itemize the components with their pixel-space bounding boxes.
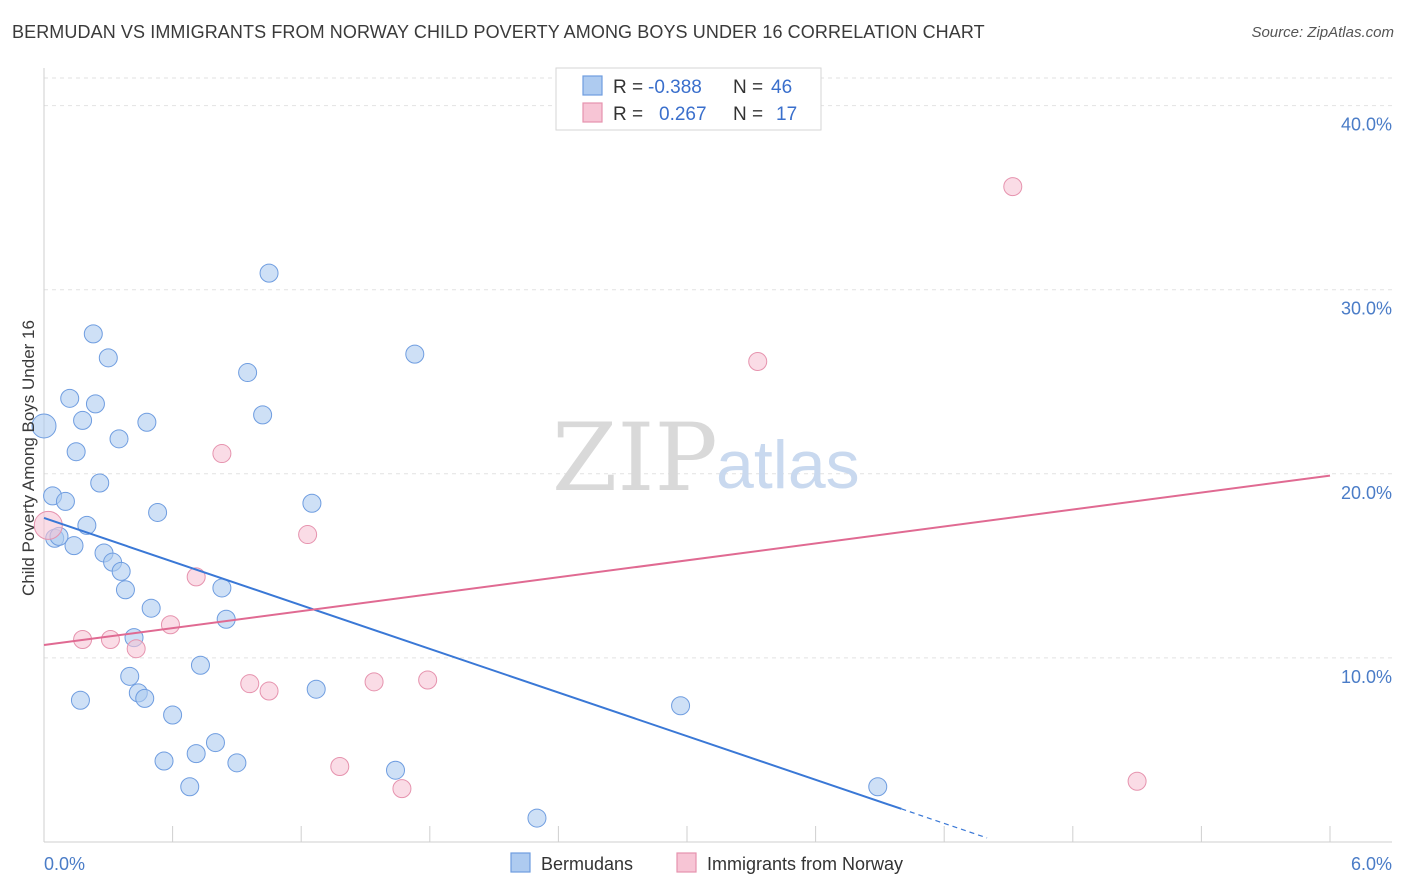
trend-line-bermudans: [43, 517, 902, 810]
data-point: [1127, 771, 1147, 791]
legend-box: R = -0.388 N = 46 R = 0.267 N = 17: [555, 67, 822, 131]
watermark-zip: ZIP: [552, 404, 718, 513]
legend-swatch-bermudans: [582, 75, 603, 96]
data-point: [163, 705, 183, 725]
data-point: [330, 757, 350, 777]
data-point: [148, 502, 168, 522]
data-point: [405, 344, 425, 364]
data-point: [135, 688, 155, 708]
legend-r-value: 0.267: [659, 104, 707, 125]
legend-n-label: N =: [733, 77, 763, 98]
data-point: [98, 348, 118, 368]
data-point: [115, 580, 135, 600]
data-point: [190, 655, 210, 675]
data-point: [253, 405, 273, 425]
data-point: [64, 536, 84, 556]
data-point: [141, 598, 161, 618]
data-point: [126, 639, 146, 659]
data-point: [302, 493, 322, 513]
legend-r-value: -0.388: [648, 77, 702, 98]
y-axis-title: Child Poverty Among Boys Under 16: [19, 320, 38, 596]
data-point: [77, 515, 97, 535]
data-point: [70, 690, 90, 710]
legend-r-label: R =: [613, 77, 643, 98]
bottom-legend-swatch-norway: [676, 852, 697, 873]
trend-line-extension: [901, 808, 988, 839]
y-tick-label: 10.0%: [1341, 667, 1392, 687]
data-point: [90, 473, 110, 493]
data-point: [186, 744, 206, 764]
data-point: [160, 615, 180, 635]
data-point: [386, 760, 406, 780]
data-point: [66, 442, 86, 462]
chart-title: BERMUDAN VS IMMIGRANTS FROM NORWAY CHILD…: [12, 22, 985, 42]
data-point: [364, 672, 384, 692]
data-point: [240, 674, 260, 694]
data-point: [55, 491, 75, 511]
data-point: [306, 679, 326, 699]
data-point: [137, 412, 157, 432]
legend-swatch-norway: [582, 102, 603, 123]
trend-line-norway: [43, 474, 1331, 647]
data-point: [120, 666, 140, 686]
bottom-legend-swatch-bermudans: [510, 852, 531, 873]
bottom-legend: Bermudans Immigrants from Norway: [510, 852, 903, 874]
data-point: [238, 363, 258, 383]
data-point: [85, 394, 105, 414]
legend-n-label: N =: [733, 104, 763, 125]
y-tick-label: 40.0%: [1341, 115, 1392, 135]
watermark: ZIP atlas: [552, 404, 860, 513]
bottom-legend-label-norway: Immigrants from Norway: [707, 854, 903, 874]
data-point: [1003, 177, 1023, 197]
data-point: [212, 578, 232, 598]
bottom-legend-label-bermudans: Bermudans: [541, 854, 633, 874]
data-point: [418, 670, 438, 690]
data-point: [60, 388, 80, 408]
data-point: [259, 263, 279, 283]
legend-r-label: R =: [613, 104, 643, 125]
data-point: [748, 352, 768, 372]
series-bermudans: [31, 263, 888, 828]
data-point: [31, 413, 57, 439]
data-point: [205, 733, 225, 753]
data-point: [100, 629, 120, 649]
x-tick-label-max: 6.0%: [1351, 854, 1392, 874]
y-tick-label: 30.0%: [1341, 299, 1392, 319]
y-tick-label: 20.0%: [1341, 483, 1392, 503]
data-point: [671, 696, 691, 716]
data-point: [227, 753, 247, 773]
legend-n-value: 17: [776, 104, 797, 125]
data-point: [154, 751, 174, 771]
axes: [43, 68, 1392, 843]
data-point: [83, 324, 103, 344]
grid-lines: 10.0% 20.0% 30.0% 40.0%: [44, 77, 1392, 687]
data-point: [212, 444, 232, 464]
data-point: [73, 410, 93, 430]
source-label: Source: ZipAtlas.com: [1251, 24, 1394, 41]
data-point: [33, 510, 63, 540]
data-point: [392, 779, 412, 799]
trend-lines: [43, 474, 1331, 839]
series-norway: [33, 177, 1147, 799]
data-point: [868, 777, 888, 797]
watermark-atlas: atlas: [716, 427, 860, 503]
data-point: [111, 561, 131, 581]
data-points: [31, 177, 1147, 828]
data-point: [259, 681, 279, 701]
x-tick-label-min: 0.0%: [44, 854, 85, 874]
data-point: [298, 525, 318, 545]
data-point: [109, 429, 129, 449]
data-point: [527, 808, 547, 828]
data-point: [180, 777, 200, 797]
data-point: [186, 567, 206, 587]
legend-n-value: 46: [771, 77, 792, 98]
